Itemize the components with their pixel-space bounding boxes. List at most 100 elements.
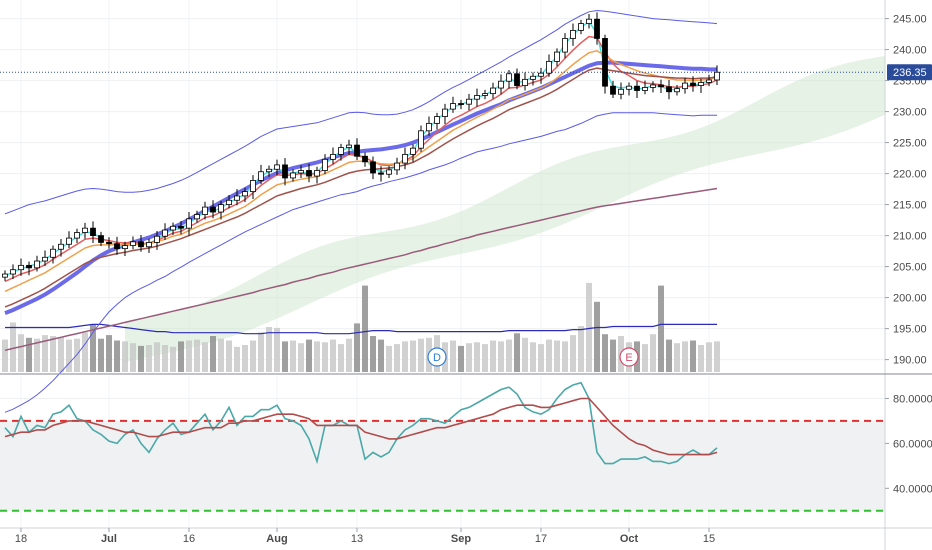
candle-body[interactable]	[370, 161, 376, 174]
candle-body[interactable]	[410, 147, 416, 155]
event-marker-d[interactable]	[427, 347, 447, 367]
candle-body[interactable]	[314, 170, 320, 177]
candle-body[interactable]	[82, 227, 88, 233]
candle-body[interactable]	[74, 232, 80, 239]
candle-body[interactable]	[282, 164, 288, 179]
candle-body[interactable]	[26, 264, 32, 269]
candle-body[interactable]	[210, 206, 216, 213]
candle-body[interactable]	[50, 248, 56, 258]
candle-body[interactable]	[290, 172, 296, 179]
volume-bar	[282, 341, 288, 372]
candle-body[interactable]	[394, 162, 400, 171]
candle-body[interactable]	[538, 72, 544, 77]
candle-body[interactable]	[298, 170, 304, 174]
candle-body[interactable]	[154, 235, 160, 243]
candle-body[interactable]	[706, 79, 712, 83]
candle-body[interactable]	[90, 227, 96, 237]
candle-body[interactable]	[378, 172, 384, 175]
candle-body[interactable]	[330, 153, 336, 160]
candle-body[interactable]	[474, 95, 480, 100]
candle-body[interactable]	[522, 78, 528, 86]
candle-body[interactable]	[114, 243, 120, 250]
candle-body[interactable]	[506, 73, 512, 82]
candle-body[interactable]	[546, 60, 552, 74]
candle-body[interactable]	[2, 273, 8, 278]
candle-body[interactable]	[714, 71, 720, 81]
candle-body[interactable]	[386, 169, 392, 175]
candle-body[interactable]	[554, 51, 560, 62]
candle-body[interactable]	[418, 130, 424, 149]
candle-body[interactable]	[250, 180, 256, 192]
event-marker-e[interactable]	[619, 347, 639, 367]
candle-body[interactable]	[202, 206, 208, 215]
candle-body[interactable]	[482, 93, 488, 96]
candle-body[interactable]	[514, 73, 520, 86]
candle-body[interactable]	[690, 82, 696, 86]
volume-bar	[562, 341, 568, 372]
volume-bar	[706, 342, 712, 372]
candle-body[interactable]	[146, 242, 152, 248]
candle-body[interactable]	[594, 18, 600, 39]
candle-body[interactable]	[226, 199, 232, 205]
candle-body[interactable]	[434, 116, 440, 124]
candle-body[interactable]	[194, 214, 200, 220]
candle-body[interactable]	[602, 38, 608, 87]
candle-body[interactable]	[274, 164, 280, 170]
candle-body[interactable]	[218, 204, 224, 213]
candle-body[interactable]	[490, 87, 496, 95]
candle-body[interactable]	[634, 85, 640, 91]
candle-body[interactable]	[402, 153, 408, 164]
candle-body[interactable]	[530, 75, 536, 80]
candle-body[interactable]	[362, 155, 368, 163]
candle-body[interactable]	[306, 170, 312, 177]
candle-body[interactable]	[178, 225, 184, 229]
candle-body[interactable]	[138, 241, 144, 248]
candle-body[interactable]	[170, 225, 176, 231]
candle-body[interactable]	[610, 85, 616, 95]
candle-body[interactable]	[562, 38, 568, 53]
last-price-label: 236.35	[893, 67, 927, 79]
candle-body[interactable]	[34, 260, 40, 269]
candle-body[interactable]	[186, 218, 192, 229]
candle-body[interactable]	[682, 82, 688, 90]
candle-body[interactable]	[266, 168, 272, 173]
candle-body[interactable]	[122, 245, 128, 250]
candle-body[interactable]	[586, 18, 592, 24]
candle-body[interactable]	[674, 88, 680, 93]
volume-bar	[322, 342, 328, 372]
candlestick-layer[interactable]	[2, 12, 720, 281]
candle-body[interactable]	[498, 80, 504, 89]
candle-body[interactable]	[570, 29, 576, 39]
candle-body[interactable]	[442, 108, 448, 117]
candle-body[interactable]	[650, 84, 656, 88]
candle-body[interactable]	[354, 144, 360, 157]
candle-body[interactable]	[106, 242, 112, 245]
candle-body[interactable]	[42, 256, 48, 262]
candle-body[interactable]	[58, 243, 64, 250]
candle-body[interactable]	[346, 144, 352, 148]
candle-body[interactable]	[642, 87, 648, 91]
candle-body[interactable]	[626, 85, 632, 90]
candle-body[interactable]	[322, 158, 328, 171]
candle-body[interactable]	[618, 88, 624, 95]
candle-body[interactable]	[162, 229, 168, 237]
candle-body[interactable]	[698, 82, 704, 86]
candle-body[interactable]	[458, 103, 464, 105]
candle-body[interactable]	[578, 23, 584, 31]
candle-body[interactable]	[426, 122, 432, 132]
candle-body[interactable]	[130, 241, 136, 246]
candle-body[interactable]	[66, 237, 72, 245]
candle-body[interactable]	[18, 264, 24, 271]
candle-body[interactable]	[450, 103, 456, 110]
candle-body[interactable]	[98, 235, 104, 243]
candle-body[interactable]	[466, 98, 472, 105]
candle-body[interactable]	[338, 147, 344, 155]
candle-body[interactable]	[666, 86, 672, 93]
candle-body[interactable]	[234, 195, 240, 201]
candle-body[interactable]	[10, 269, 16, 275]
candle-body[interactable]	[658, 84, 664, 88]
candle-body[interactable]	[258, 171, 264, 181]
candle-body[interactable]	[242, 191, 248, 197]
